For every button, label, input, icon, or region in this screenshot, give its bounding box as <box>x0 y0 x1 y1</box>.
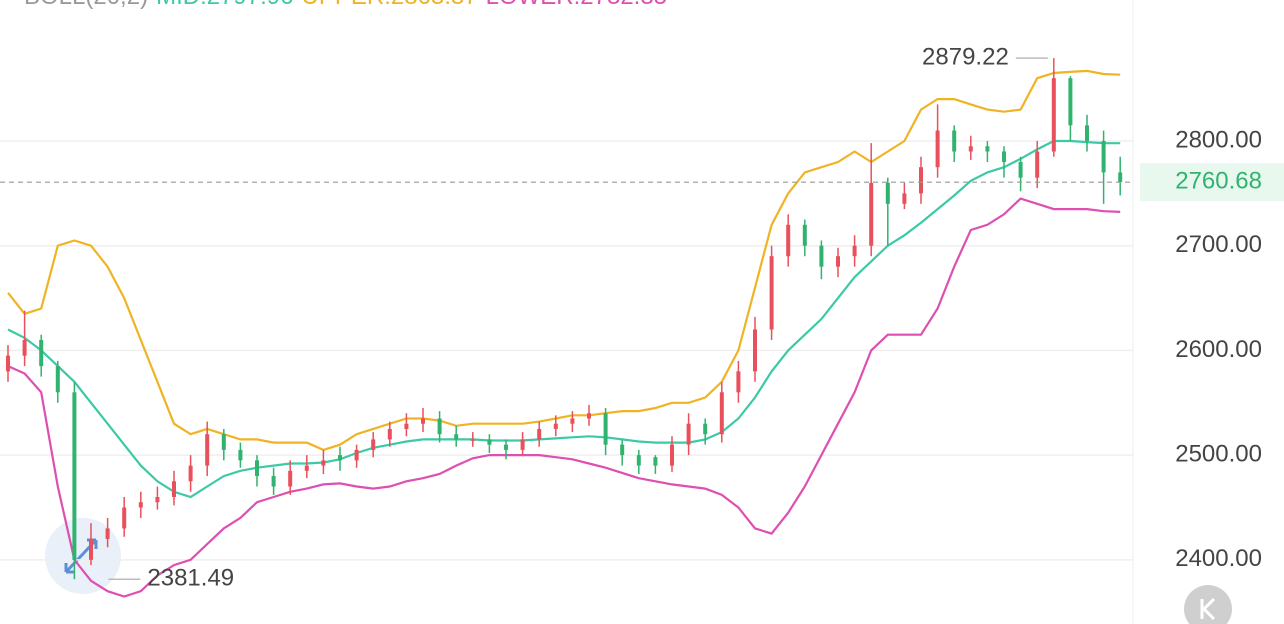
candle-body <box>105 528 110 539</box>
candle-body <box>238 449 243 461</box>
candle-body <box>902 193 907 204</box>
candle-body <box>553 423 558 429</box>
legend-entry: MID:2797.96 <box>156 0 293 10</box>
candle-body <box>255 460 259 477</box>
y-tick-label: 2600.00 <box>1175 336 1262 363</box>
band-line <box>7 139 1121 499</box>
candle-body <box>620 444 625 456</box>
candle-body <box>1085 125 1089 142</box>
candle-body <box>1118 172 1123 183</box>
y-tick-label: 2800.00 <box>1175 126 1262 153</box>
zoom-arrows <box>64 538 98 574</box>
candle-body <box>587 413 591 419</box>
candle-body <box>288 470 293 487</box>
candle-body <box>570 418 575 424</box>
y-tick-label: 2400.00 <box>1175 545 1262 572</box>
candle-body <box>520 439 525 450</box>
candle-body <box>819 245 824 267</box>
candle-body <box>304 465 309 471</box>
candle-body <box>1051 78 1056 152</box>
candle-body <box>1002 151 1006 162</box>
candle-body <box>836 256 840 267</box>
candle-body <box>885 182 890 204</box>
candle-body <box>321 460 326 466</box>
legend-entry: LOWER:2732.35 <box>486 0 667 10</box>
candle-body <box>22 339 27 356</box>
candle-body <box>919 167 923 194</box>
candle-body <box>437 418 442 435</box>
k-icon <box>1200 597 1216 621</box>
last-price-box <box>1140 163 1284 202</box>
candle-body <box>653 457 658 466</box>
indicator-name: BOLL(20,2) <box>24 0 148 10</box>
candle-body <box>753 329 757 372</box>
candle-body <box>271 476 276 487</box>
candle-body <box>985 146 990 152</box>
candle-body <box>786 224 791 257</box>
candle-body <box>1035 151 1040 178</box>
candle-body <box>802 224 807 246</box>
candle-body <box>736 371 741 393</box>
candle-body <box>122 507 127 529</box>
legend-entry: UPPER:2863.37 <box>302 0 478 10</box>
candle-body <box>6 355 10 372</box>
candle-body <box>72 392 77 560</box>
candle-body <box>138 502 143 508</box>
candle-body <box>769 256 774 330</box>
candle-body <box>686 423 691 445</box>
y-tick-label: 2700.00 <box>1175 231 1262 258</box>
candle-body <box>935 130 940 168</box>
candle-body <box>869 182 874 246</box>
candle-body <box>421 418 425 424</box>
candle-body <box>221 434 226 450</box>
candle-body <box>603 413 608 445</box>
last-price-label: 2760.68 <box>1175 168 1262 195</box>
candle-body <box>487 439 492 445</box>
candle-body <box>952 130 957 152</box>
candle-body <box>968 146 973 152</box>
min-label: 2381.49 <box>147 565 234 592</box>
candle-body <box>354 449 359 461</box>
candle-body <box>371 439 376 450</box>
candle-body <box>39 339 44 367</box>
candle-body <box>1101 141 1106 173</box>
candle-body <box>454 434 459 440</box>
candle-body <box>172 481 176 498</box>
candle-body <box>188 465 193 482</box>
candle-body <box>205 434 210 466</box>
candle-body <box>89 538 93 560</box>
indicator-header: BOLL(20,2) MID:2797.96 UPPER:2863.37 LOWER:… <box>24 0 667 10</box>
candle-body <box>155 497 160 503</box>
band-line <box>7 197 1121 598</box>
candle-body <box>504 444 508 450</box>
candle-body <box>852 245 857 257</box>
candle-body <box>537 428 542 440</box>
zoom-icon[interactable] <box>45 518 121 594</box>
candle-body <box>1068 78 1073 126</box>
max-label: 2879.22 <box>922 43 1009 70</box>
candle-body <box>404 423 409 429</box>
candle-body <box>387 428 392 440</box>
candle-body <box>470 439 475 441</box>
candle-body <box>1018 161 1023 178</box>
y-tick-label: 2500.00 <box>1175 440 1262 467</box>
candle-body <box>55 366 60 393</box>
candle-body <box>338 455 342 461</box>
k-button[interactable] <box>1184 585 1232 624</box>
candle-body <box>703 423 708 435</box>
band-line <box>7 69 1121 452</box>
candle-body <box>719 392 724 435</box>
candle-body <box>670 444 674 466</box>
candle-body <box>636 455 641 466</box>
